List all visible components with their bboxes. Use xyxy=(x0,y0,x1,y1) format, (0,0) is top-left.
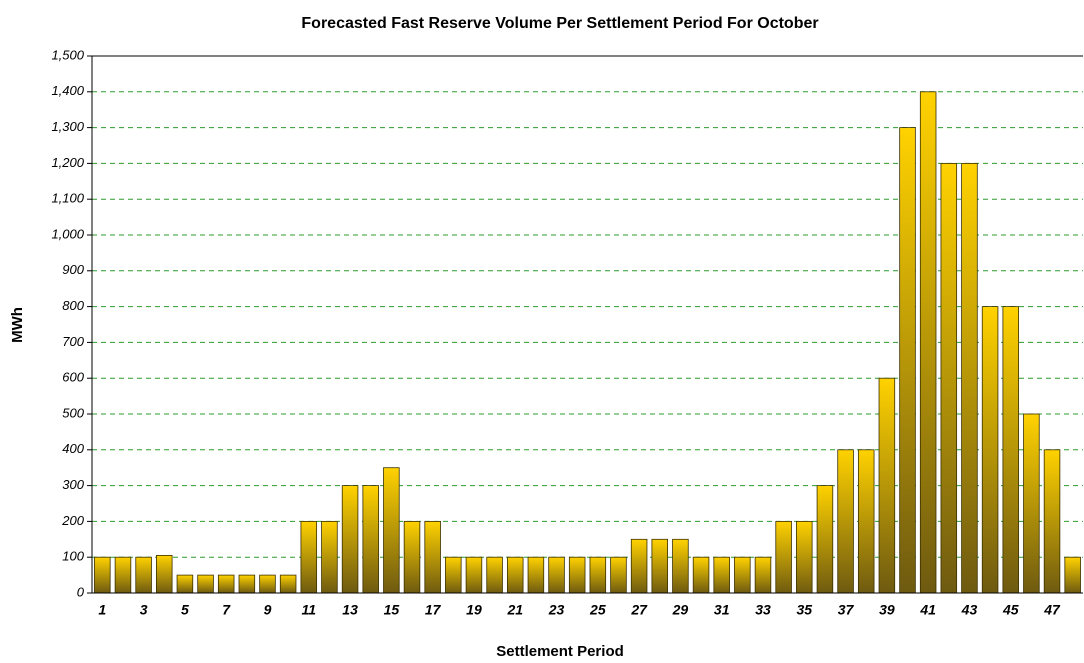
bar xyxy=(527,556,545,594)
bar xyxy=(217,574,235,594)
y-tick-label: 400 xyxy=(62,441,84,456)
bar xyxy=(465,556,483,594)
x-tick-label: 17 xyxy=(425,602,442,618)
y-tick-label: 100 xyxy=(62,549,84,564)
x-tick-label: 15 xyxy=(384,602,400,618)
bar xyxy=(775,521,792,594)
x-tick-label: 41 xyxy=(919,602,936,618)
bar xyxy=(486,556,503,594)
y-tick-label: 600 xyxy=(62,370,84,385)
x-tick-label: 21 xyxy=(506,602,523,618)
chart-title: Forecasted Fast Reserve Volume Per Settl… xyxy=(301,15,818,32)
x-tick-label: 45 xyxy=(1002,602,1019,618)
bar xyxy=(1064,556,1081,594)
y-tick-label: 1,100 xyxy=(51,191,84,206)
bar xyxy=(630,538,648,594)
bar xyxy=(1002,306,1019,594)
x-axis-title: Settlement Period xyxy=(496,643,624,660)
bar xyxy=(568,556,586,594)
bar xyxy=(899,127,916,594)
bar xyxy=(362,485,379,594)
bar xyxy=(692,556,710,594)
y-tick-label: 0 xyxy=(77,584,85,599)
y-tick-label: 900 xyxy=(62,262,84,277)
x-tick-label: 25 xyxy=(589,602,606,618)
bar xyxy=(713,556,730,594)
x-tick-label: 23 xyxy=(548,602,565,618)
x-tick-label: 1 xyxy=(98,602,106,618)
bar xyxy=(857,449,875,594)
bar xyxy=(114,556,132,594)
y-tick-label: 1,000 xyxy=(51,226,84,241)
bar xyxy=(238,574,256,594)
x-tick-label: 5 xyxy=(181,602,189,618)
bar xyxy=(197,574,214,594)
x-tick-label: 37 xyxy=(838,602,855,618)
x-tick-label: 47 xyxy=(1043,602,1061,618)
y-tick-label: 1,300 xyxy=(51,119,84,134)
bar xyxy=(279,574,297,594)
bar xyxy=(259,574,276,594)
x-tick-label: 33 xyxy=(755,602,771,618)
bar xyxy=(734,556,751,594)
x-tick-label: 19 xyxy=(466,602,482,618)
bar xyxy=(445,556,462,594)
bar xyxy=(424,521,441,594)
y-tick-label: 200 xyxy=(61,513,84,528)
bar xyxy=(176,574,194,594)
x-tick-label: 3 xyxy=(140,602,148,618)
bar xyxy=(837,449,854,594)
bar xyxy=(878,377,896,594)
y-axis-title: MWh xyxy=(9,307,26,343)
bar xyxy=(403,521,421,594)
bar xyxy=(506,556,524,594)
y-tick-label: 700 xyxy=(62,334,84,349)
bar xyxy=(1043,449,1061,594)
bar xyxy=(321,521,338,594)
bar xyxy=(816,485,834,594)
bar xyxy=(383,467,400,594)
bar xyxy=(651,538,669,594)
bar xyxy=(981,306,999,594)
bar xyxy=(135,556,152,594)
y-tick-label: 1,500 xyxy=(51,47,84,62)
x-tick-label: 29 xyxy=(672,602,689,618)
bar xyxy=(1023,413,1040,594)
bar xyxy=(961,162,978,594)
x-tick-label: 39 xyxy=(879,602,895,618)
bar xyxy=(341,485,359,594)
y-tick-label: 300 xyxy=(62,477,84,492)
bar xyxy=(754,556,772,594)
x-tick-label: 13 xyxy=(342,602,358,618)
x-tick-label: 9 xyxy=(264,602,272,618)
x-tick-label: 43 xyxy=(961,602,978,618)
y-tick-label: 1,200 xyxy=(51,155,84,170)
x-tick-label: 27 xyxy=(630,602,648,618)
y-tick-label: 1,400 xyxy=(51,83,84,98)
bar xyxy=(156,555,173,594)
x-tick-label: 11 xyxy=(302,602,317,618)
bar xyxy=(548,556,565,594)
bar xyxy=(589,556,607,594)
bar xyxy=(672,538,689,594)
y-tick-label: 800 xyxy=(62,298,84,313)
y-tick-label: 500 xyxy=(62,405,84,420)
bar xyxy=(940,162,958,594)
x-tick-label: 31 xyxy=(714,602,730,618)
bar xyxy=(94,556,111,594)
bar xyxy=(796,521,813,594)
bar xyxy=(919,91,937,594)
bar xyxy=(610,556,627,594)
x-tick-label: 35 xyxy=(796,602,812,618)
x-tick-label: 7 xyxy=(222,602,231,618)
bar xyxy=(300,521,318,594)
